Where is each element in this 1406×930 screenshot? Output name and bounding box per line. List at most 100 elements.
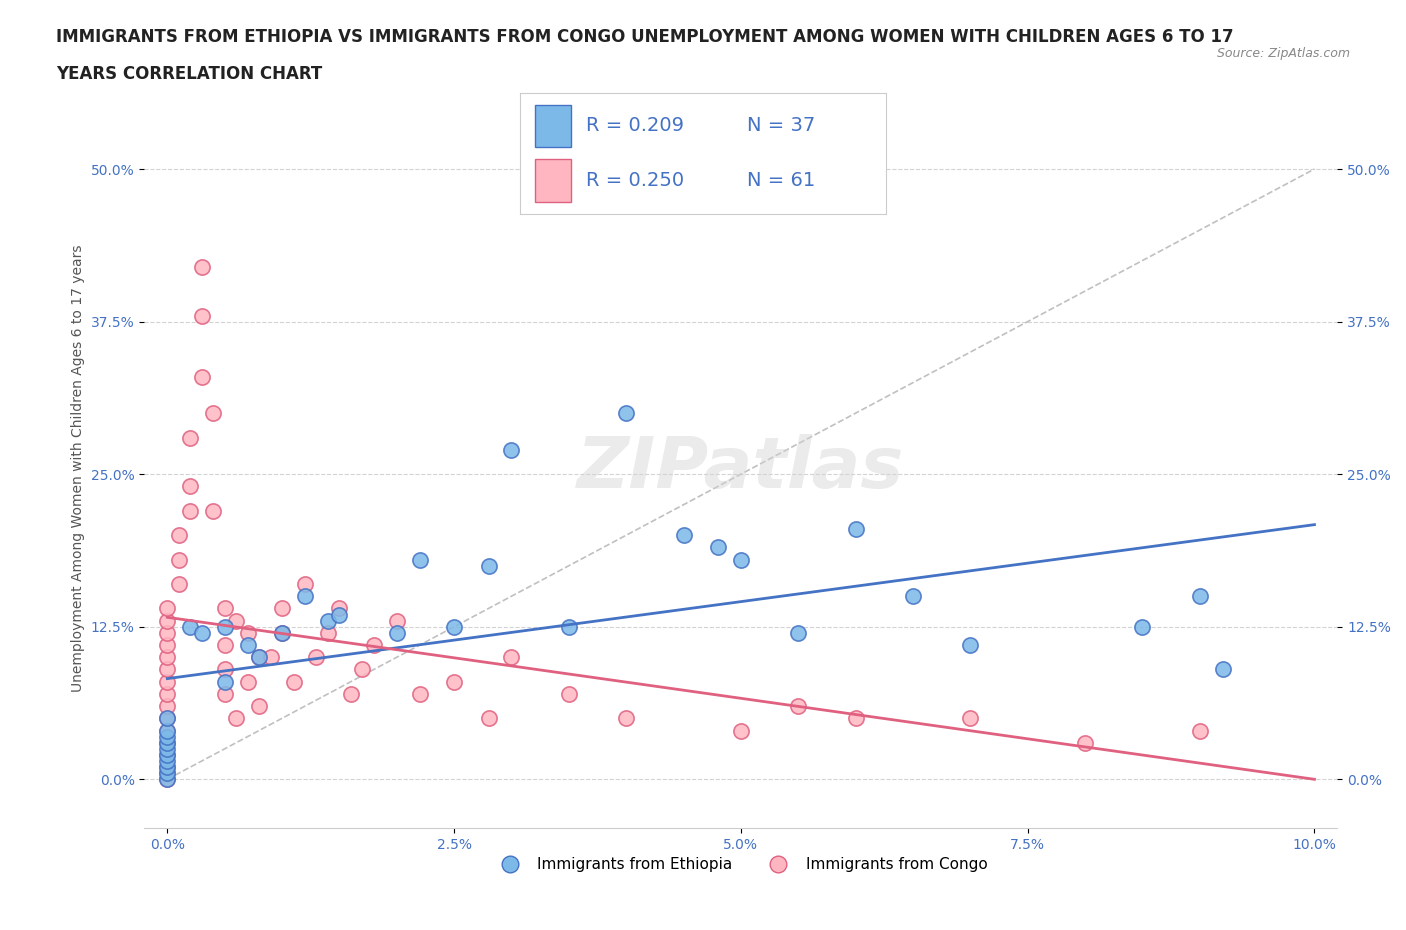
Point <box>156 736 179 751</box>
Point <box>156 760 179 775</box>
Point <box>236 638 259 653</box>
Point <box>316 613 339 628</box>
Point <box>328 601 350 616</box>
Point <box>156 711 179 725</box>
Point <box>214 601 236 616</box>
Text: ZIPatlas: ZIPatlas <box>578 433 904 502</box>
Point <box>558 686 581 701</box>
Point <box>179 619 201 634</box>
Point <box>352 662 374 677</box>
Point <box>614 711 637 725</box>
Point <box>156 723 179 737</box>
Point <box>247 698 270 713</box>
Point <box>443 674 465 689</box>
Point <box>156 772 179 787</box>
Point <box>901 589 924 604</box>
Point <box>156 753 179 768</box>
Point <box>190 308 212 323</box>
Point <box>247 650 270 665</box>
Point <box>202 503 225 518</box>
Point <box>730 552 752 567</box>
Point <box>214 674 236 689</box>
Point <box>385 625 408 640</box>
Text: N = 61: N = 61 <box>747 170 815 190</box>
Point <box>190 625 212 640</box>
Point <box>614 405 637 420</box>
Point <box>156 601 179 616</box>
Point <box>672 527 695 542</box>
Point <box>236 625 259 640</box>
Text: YEARS CORRELATION CHART: YEARS CORRELATION CHART <box>56 65 322 83</box>
Point <box>156 723 179 737</box>
Point <box>271 625 294 640</box>
Point <box>156 662 179 677</box>
Point <box>558 619 581 634</box>
Point <box>787 698 810 713</box>
Point <box>225 613 247 628</box>
Point <box>156 765 179 780</box>
Point <box>787 625 810 640</box>
Point <box>156 729 179 744</box>
Point <box>167 527 190 542</box>
Point <box>225 711 247 725</box>
Point <box>247 650 270 665</box>
Point <box>156 748 179 763</box>
Point <box>305 650 328 665</box>
Text: R = 0.250: R = 0.250 <box>586 170 685 190</box>
Point <box>1074 736 1097 751</box>
Point <box>156 625 179 640</box>
FancyBboxPatch shape <box>534 160 571 202</box>
Point <box>409 686 432 701</box>
Point <box>156 674 179 689</box>
Point <box>156 698 179 713</box>
Text: IMMIGRANTS FROM ETHIOPIA VS IMMIGRANTS FROM CONGO UNEMPLOYMENT AMONG WOMEN WITH : IMMIGRANTS FROM ETHIOPIA VS IMMIGRANTS F… <box>56 28 1234 46</box>
Y-axis label: Unemployment Among Women with Children Ages 6 to 17 years: Unemployment Among Women with Children A… <box>72 245 86 692</box>
Text: Source: ZipAtlas.com: Source: ZipAtlas.com <box>1216 46 1350 60</box>
Point <box>156 650 179 665</box>
Point <box>179 479 201 494</box>
Point <box>501 443 523 458</box>
FancyBboxPatch shape <box>534 105 571 147</box>
Point <box>707 540 730 555</box>
Point <box>283 674 305 689</box>
Point <box>845 711 868 725</box>
Point <box>477 711 499 725</box>
Point <box>156 765 179 780</box>
Point <box>845 522 868 537</box>
Point <box>214 662 236 677</box>
Point <box>959 638 981 653</box>
Point <box>167 552 190 567</box>
Point <box>1212 662 1234 677</box>
Point <box>340 686 363 701</box>
Point <box>156 748 179 763</box>
Point <box>156 772 179 787</box>
Point <box>271 601 294 616</box>
Point <box>214 638 236 653</box>
Point <box>214 619 236 634</box>
Point <box>328 607 350 622</box>
Point <box>156 686 179 701</box>
Point <box>409 552 432 567</box>
Point <box>501 650 523 665</box>
Text: R = 0.209: R = 0.209 <box>586 116 685 135</box>
Point <box>294 589 316 604</box>
Point <box>156 760 179 775</box>
Point <box>179 430 201 445</box>
Point <box>167 577 190 591</box>
Point <box>259 650 281 665</box>
Point <box>385 613 408 628</box>
Point <box>316 625 339 640</box>
Point <box>202 405 225 420</box>
Point <box>959 711 981 725</box>
Point <box>443 619 465 634</box>
Point <box>190 259 212 274</box>
Point <box>214 686 236 701</box>
Point <box>156 638 179 653</box>
Point <box>730 723 752 737</box>
Point <box>363 638 385 653</box>
Text: N = 37: N = 37 <box>747 116 815 135</box>
Point <box>156 613 179 628</box>
Point <box>179 503 201 518</box>
Point <box>1132 619 1154 634</box>
Point <box>156 736 179 751</box>
